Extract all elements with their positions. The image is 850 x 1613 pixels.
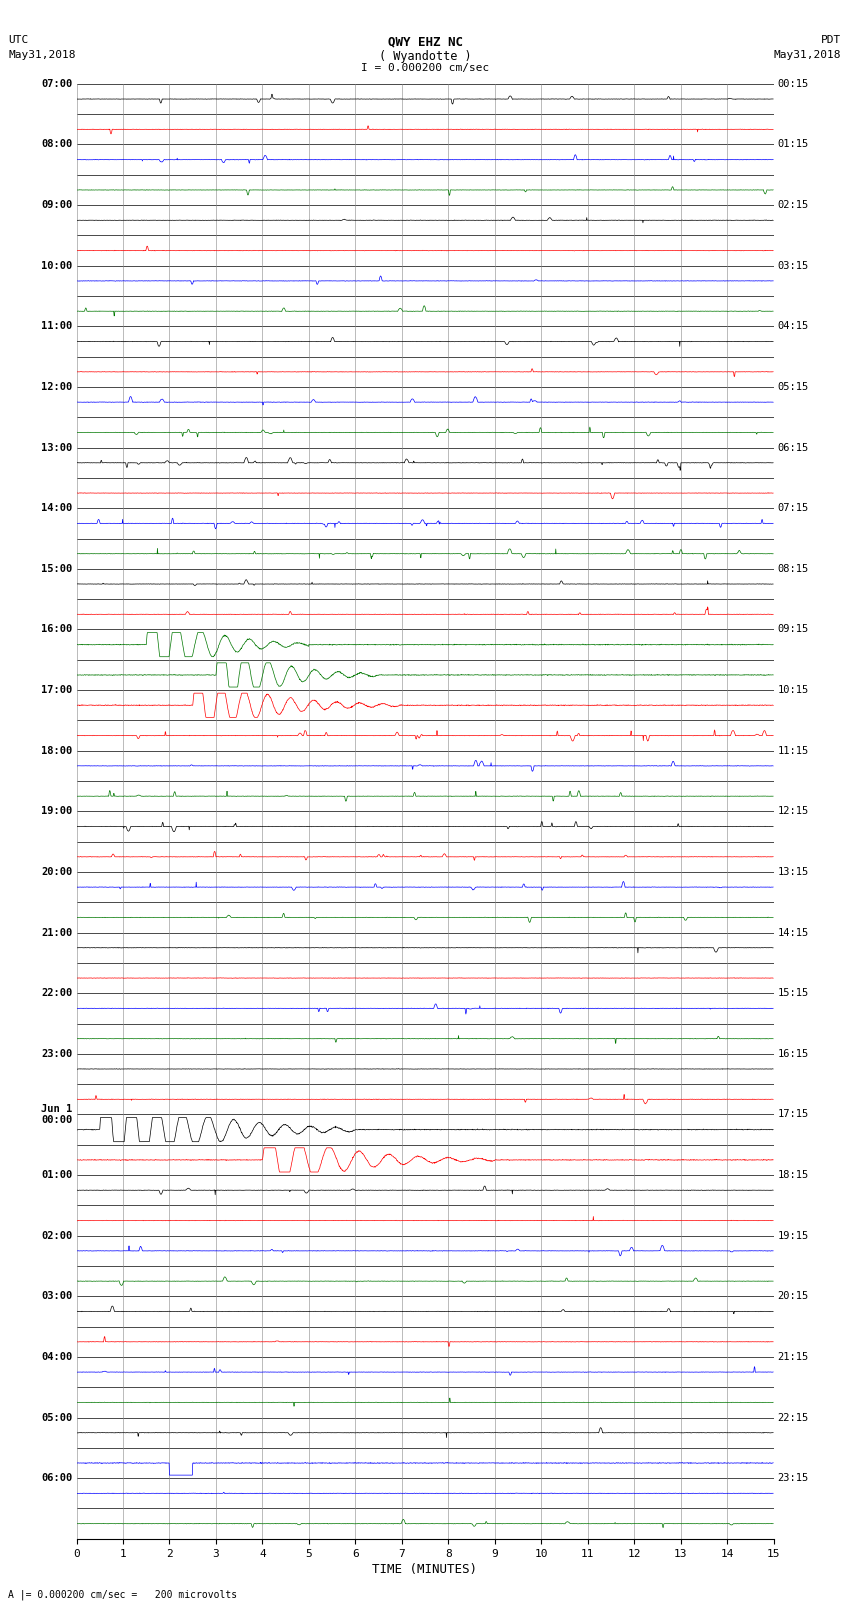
Text: A |= 0.000200 cm/sec =   200 microvolts: A |= 0.000200 cm/sec = 200 microvolts <box>8 1589 238 1600</box>
Text: 20:00: 20:00 <box>41 866 72 877</box>
Text: 18:15: 18:15 <box>778 1169 809 1181</box>
Text: 10:00: 10:00 <box>41 261 72 271</box>
Text: ( Wyandotte ): ( Wyandotte ) <box>379 50 471 63</box>
Text: 20:15: 20:15 <box>778 1292 809 1302</box>
Text: 11:15: 11:15 <box>778 745 809 756</box>
Text: 16:15: 16:15 <box>778 1048 809 1058</box>
Text: 22:15: 22:15 <box>778 1413 809 1423</box>
Text: 12:15: 12:15 <box>778 806 809 816</box>
Text: 03:15: 03:15 <box>778 261 809 271</box>
Text: 23:15: 23:15 <box>778 1473 809 1484</box>
Text: 04:15: 04:15 <box>778 321 809 331</box>
Text: 11:00: 11:00 <box>41 321 72 331</box>
Text: 17:15: 17:15 <box>778 1110 809 1119</box>
X-axis label: TIME (MINUTES): TIME (MINUTES) <box>372 1563 478 1576</box>
Text: 16:00: 16:00 <box>41 624 72 634</box>
Text: Jun 1
00:00: Jun 1 00:00 <box>41 1103 72 1126</box>
Text: 18:00: 18:00 <box>41 745 72 756</box>
Text: 14:00: 14:00 <box>41 503 72 513</box>
Text: 08:15: 08:15 <box>778 565 809 574</box>
Text: 12:00: 12:00 <box>41 382 72 392</box>
Text: 15:00: 15:00 <box>41 565 72 574</box>
Text: 17:00: 17:00 <box>41 686 72 695</box>
Text: 23:00: 23:00 <box>41 1048 72 1058</box>
Text: May31,2018: May31,2018 <box>774 50 842 60</box>
Text: 15:15: 15:15 <box>778 989 809 998</box>
Text: QWY EHZ NC: QWY EHZ NC <box>388 35 462 48</box>
Text: 07:00: 07:00 <box>41 79 72 89</box>
Text: I = 0.000200 cm/sec: I = 0.000200 cm/sec <box>361 63 489 73</box>
Text: 02:15: 02:15 <box>778 200 809 210</box>
Text: 14:15: 14:15 <box>778 927 809 937</box>
Text: May31,2018: May31,2018 <box>8 50 76 60</box>
Text: 05:00: 05:00 <box>41 1413 72 1423</box>
Text: 19:15: 19:15 <box>778 1231 809 1240</box>
Text: 21:15: 21:15 <box>778 1352 809 1361</box>
Text: 22:00: 22:00 <box>41 989 72 998</box>
Text: 07:15: 07:15 <box>778 503 809 513</box>
Text: 13:15: 13:15 <box>778 866 809 877</box>
Text: 03:00: 03:00 <box>41 1292 72 1302</box>
Text: 21:00: 21:00 <box>41 927 72 937</box>
Text: 00:15: 00:15 <box>778 79 809 89</box>
Text: 06:15: 06:15 <box>778 442 809 453</box>
Text: PDT: PDT <box>821 35 842 45</box>
Text: 19:00: 19:00 <box>41 806 72 816</box>
Text: 06:00: 06:00 <box>41 1473 72 1484</box>
Text: 08:00: 08:00 <box>41 139 72 150</box>
Text: UTC: UTC <box>8 35 29 45</box>
Text: 09:00: 09:00 <box>41 200 72 210</box>
Text: 09:15: 09:15 <box>778 624 809 634</box>
Text: 05:15: 05:15 <box>778 382 809 392</box>
Text: 04:00: 04:00 <box>41 1352 72 1361</box>
Text: 10:15: 10:15 <box>778 686 809 695</box>
Text: 01:00: 01:00 <box>41 1169 72 1181</box>
Text: 13:00: 13:00 <box>41 442 72 453</box>
Text: 01:15: 01:15 <box>778 139 809 150</box>
Text: 02:00: 02:00 <box>41 1231 72 1240</box>
